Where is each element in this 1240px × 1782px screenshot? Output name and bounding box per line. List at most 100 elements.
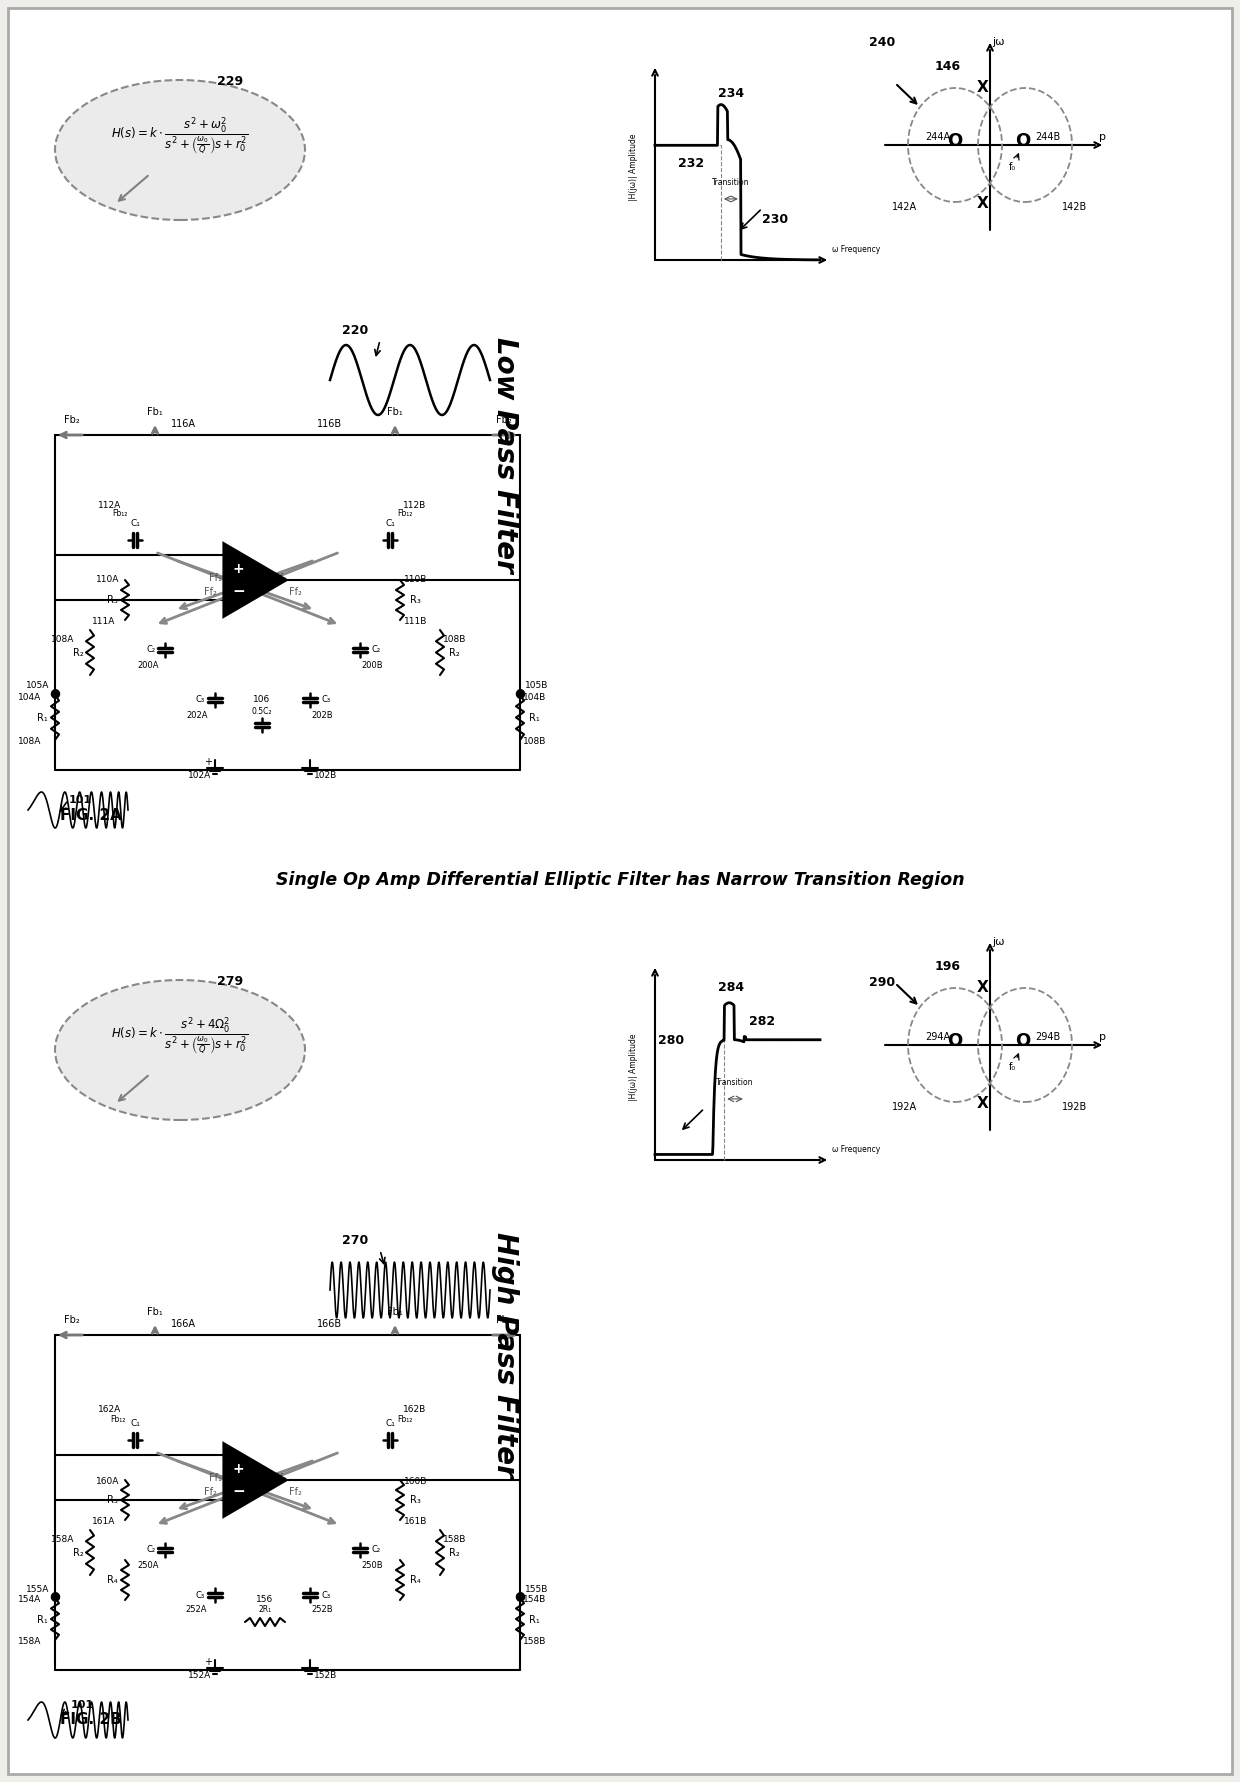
Text: Fb₁₂: Fb₁₂ [110, 1415, 125, 1424]
Text: X: X [977, 1096, 988, 1110]
Text: 192A: 192A [893, 1101, 918, 1112]
Text: f₀: f₀ [1008, 162, 1016, 173]
Text: Fb₂: Fb₂ [496, 1315, 512, 1326]
Text: +: + [205, 1657, 212, 1666]
Text: C₃: C₃ [196, 695, 205, 704]
Text: C₂: C₂ [146, 645, 155, 654]
Text: 158B: 158B [523, 1638, 547, 1647]
Text: R₁: R₁ [37, 713, 47, 723]
Polygon shape [223, 544, 286, 617]
Text: O: O [947, 1032, 962, 1050]
Text: 108A: 108A [51, 636, 74, 645]
Text: 108B: 108B [444, 636, 466, 645]
Text: Fb₂: Fb₂ [64, 415, 79, 424]
Ellipse shape [55, 80, 305, 219]
Text: 152A: 152A [188, 1670, 212, 1679]
Text: 240: 240 [869, 36, 895, 50]
Text: 294B: 294B [1035, 1032, 1060, 1042]
Text: 161B: 161B [404, 1518, 428, 1527]
Text: C₃: C₃ [321, 1591, 331, 1600]
Text: −: − [232, 1484, 244, 1499]
Text: X: X [977, 80, 988, 94]
Text: 270: 270 [342, 1233, 368, 1246]
Text: 220: 220 [342, 324, 368, 337]
Text: C₂: C₂ [146, 1545, 155, 1554]
Text: p: p [1099, 1032, 1106, 1042]
Text: 154A: 154A [19, 1595, 42, 1604]
Text: O: O [1016, 1032, 1030, 1050]
Text: 112B: 112B [403, 501, 427, 510]
Text: 111A: 111A [92, 618, 115, 627]
Text: C₂: C₂ [372, 1545, 381, 1554]
Text: R₂: R₂ [73, 649, 83, 658]
Text: R₃: R₃ [409, 1495, 420, 1506]
Text: ω Frequency: ω Frequency [832, 246, 880, 255]
Text: 244A: 244A [925, 132, 951, 143]
Text: C₁: C₁ [386, 520, 394, 529]
Text: 155A: 155A [26, 1586, 50, 1595]
Text: R₃: R₃ [107, 1495, 118, 1506]
Text: $H(s)=k\cdot\dfrac{s^2+4\Omega_0^2}{s^2+\left(\frac{\omega_0}{Q}\right)s+r_0^2}$: $H(s)=k\cdot\dfrac{s^2+4\Omega_0^2}{s^2+… [112, 1016, 248, 1057]
Text: 102A: 102A [188, 770, 212, 779]
Text: 160A: 160A [97, 1477, 120, 1486]
Text: Ff₂: Ff₂ [289, 586, 301, 597]
Text: 230: 230 [763, 212, 789, 226]
Text: 200B: 200B [361, 661, 383, 670]
Text: Ff₁: Ff₁ [274, 574, 286, 583]
Text: 102B: 102B [315, 770, 337, 779]
Text: 162B: 162B [403, 1406, 427, 1415]
Text: 244B: 244B [1035, 132, 1060, 143]
Text: R₃: R₃ [409, 595, 420, 606]
Text: $H(s)=k\cdot\dfrac{s^2+\omega_0^2}{s^2+\left(\frac{\omega_0}{Q}\right)s+r_0^2}$: $H(s)=k\cdot\dfrac{s^2+\omega_0^2}{s^2+\… [112, 116, 248, 157]
Text: O: O [947, 132, 962, 150]
Text: R₁: R₁ [528, 713, 539, 723]
Text: Fb₁₂: Fb₁₂ [397, 1415, 413, 1424]
Text: 104B: 104B [523, 693, 547, 702]
Text: Fb₁: Fb₁ [148, 406, 162, 417]
Text: 152B: 152B [315, 1670, 337, 1679]
Text: 161A: 161A [92, 1518, 115, 1527]
Text: 252A: 252A [185, 1606, 207, 1614]
Text: C₁: C₁ [130, 520, 140, 529]
Text: C₁: C₁ [386, 1420, 394, 1429]
Text: Ff₁: Ff₁ [208, 1474, 222, 1483]
Text: C₁: C₁ [130, 1420, 140, 1429]
Text: ●: ● [515, 686, 526, 700]
Text: ●: ● [50, 686, 61, 700]
Text: 232: 232 [678, 157, 704, 171]
Text: |H(jω)| Amplitude: |H(jω)| Amplitude [629, 1034, 637, 1101]
Text: Low Pass Filter: Low Pass Filter [491, 337, 520, 572]
Text: 116A: 116A [171, 419, 196, 429]
Text: 101: 101 [68, 795, 92, 805]
Text: Ff₂: Ff₂ [203, 1486, 217, 1497]
Text: f₀: f₀ [1008, 1062, 1016, 1073]
Text: Ff₂: Ff₂ [289, 1486, 301, 1497]
Text: 155B: 155B [526, 1586, 548, 1595]
Text: X: X [977, 980, 988, 994]
Text: Transition: Transition [717, 1078, 754, 1087]
Text: 202B: 202B [311, 711, 332, 720]
Text: 105A: 105A [26, 681, 50, 690]
Text: +: + [205, 757, 212, 766]
Text: ●: ● [50, 1590, 61, 1602]
Text: C₂: C₂ [372, 645, 381, 654]
Text: C₃: C₃ [196, 1591, 205, 1600]
Text: Fb₂: Fb₂ [496, 415, 512, 424]
Text: Fb₁: Fb₁ [387, 1306, 403, 1317]
Text: 106: 106 [253, 695, 270, 704]
Text: Fb₁: Fb₁ [148, 1306, 162, 1317]
Text: 112A: 112A [98, 501, 122, 510]
Text: 110A: 110A [97, 576, 120, 584]
Text: R₃: R₃ [107, 595, 118, 606]
Text: FIG. 2A: FIG. 2A [60, 807, 122, 823]
Text: 229: 229 [217, 75, 243, 87]
Text: 166B: 166B [317, 1319, 342, 1329]
Text: R₂: R₂ [449, 649, 459, 658]
Text: 162A: 162A [98, 1406, 122, 1415]
Text: R₁: R₁ [37, 1614, 47, 1625]
Text: 279: 279 [217, 975, 243, 987]
Text: Fb₁₂: Fb₁₂ [397, 510, 413, 519]
Text: 282: 282 [749, 1014, 775, 1028]
Text: Ff₁: Ff₁ [208, 574, 222, 583]
Text: R₄: R₄ [107, 1575, 118, 1584]
